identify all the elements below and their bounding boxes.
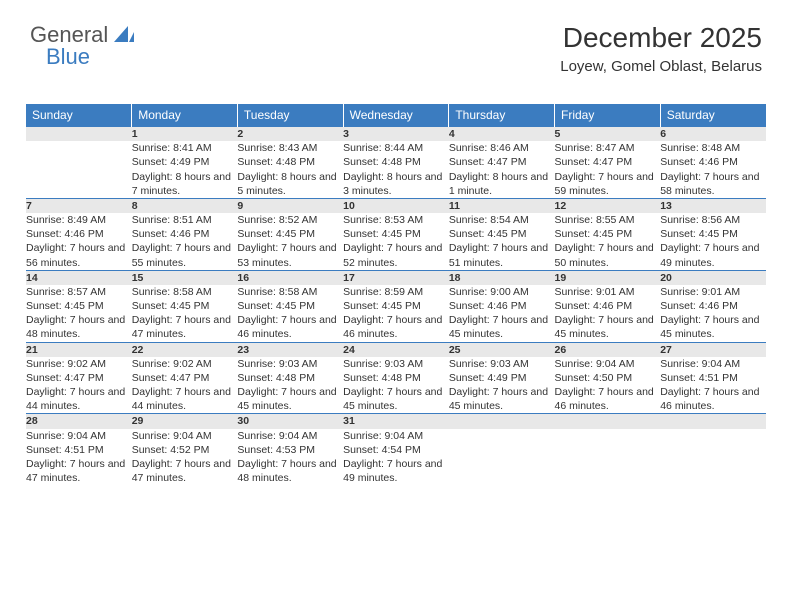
day-number: 7 [26, 198, 132, 213]
day-details: Sunrise: 8:55 AM Sunset: 4:45 PM Dayligh… [555, 213, 661, 270]
day-number: 25 [449, 342, 555, 357]
day-number: 5 [555, 127, 661, 142]
location-subtitle: Loyew, Gomel Oblast, Belarus [560, 58, 762, 75]
day-number: 1 [132, 127, 238, 142]
day-number: 12 [555, 198, 661, 213]
day-details: Sunrise: 9:04 AM Sunset: 4:51 PM Dayligh… [660, 357, 766, 414]
day-number [660, 414, 766, 429]
day-details: Sunrise: 8:47 AM Sunset: 4:47 PM Dayligh… [555, 141, 661, 198]
day-details: Sunrise: 8:53 AM Sunset: 4:45 PM Dayligh… [343, 213, 449, 270]
dayname-row: Sunday Monday Tuesday Wednesday Thursday… [26, 104, 766, 127]
day-number: 31 [343, 414, 449, 429]
day-number: 19 [555, 270, 661, 285]
day-number: 30 [237, 414, 343, 429]
day-number: 26 [555, 342, 661, 357]
day-details: Sunrise: 9:04 AM Sunset: 4:53 PM Dayligh… [237, 429, 343, 486]
day-details: Sunrise: 8:54 AM Sunset: 4:45 PM Dayligh… [449, 213, 555, 270]
day-number [26, 127, 132, 142]
detail-row: Sunrise: 9:04 AM Sunset: 4:51 PM Dayligh… [26, 429, 766, 486]
day-details: Sunrise: 8:58 AM Sunset: 4:45 PM Dayligh… [237, 285, 343, 342]
daynum-row: 78910111213 [26, 198, 766, 213]
dayname-monday: Monday [132, 104, 238, 127]
day-number: 15 [132, 270, 238, 285]
day-number: 8 [132, 198, 238, 213]
day-number: 16 [237, 270, 343, 285]
detail-row: Sunrise: 9:02 AM Sunset: 4:47 PM Dayligh… [26, 357, 766, 414]
day-number: 10 [343, 198, 449, 213]
day-details: Sunrise: 8:57 AM Sunset: 4:45 PM Dayligh… [26, 285, 132, 342]
day-details: Sunrise: 9:01 AM Sunset: 4:46 PM Dayligh… [660, 285, 766, 342]
day-number: 23 [237, 342, 343, 357]
day-details [555, 429, 661, 486]
day-number: 27 [660, 342, 766, 357]
month-title: December 2025 [560, 22, 762, 54]
day-details: Sunrise: 9:04 AM Sunset: 4:51 PM Dayligh… [26, 429, 132, 486]
day-details: Sunrise: 8:56 AM Sunset: 4:45 PM Dayligh… [660, 213, 766, 270]
day-number: 17 [343, 270, 449, 285]
day-number: 13 [660, 198, 766, 213]
day-details: Sunrise: 9:00 AM Sunset: 4:46 PM Dayligh… [449, 285, 555, 342]
day-number: 6 [660, 127, 766, 142]
day-details: Sunrise: 8:52 AM Sunset: 4:45 PM Dayligh… [237, 213, 343, 270]
day-details: Sunrise: 8:49 AM Sunset: 4:46 PM Dayligh… [26, 213, 132, 270]
dayname-saturday: Saturday [660, 104, 766, 127]
day-number: 2 [237, 127, 343, 142]
day-number: 14 [26, 270, 132, 285]
detail-row: Sunrise: 8:41 AM Sunset: 4:49 PM Dayligh… [26, 141, 766, 198]
dayname-wednesday: Wednesday [343, 104, 449, 127]
day-number: 29 [132, 414, 238, 429]
day-details [449, 429, 555, 486]
day-number [555, 414, 661, 429]
day-details: Sunrise: 8:41 AM Sunset: 4:49 PM Dayligh… [132, 141, 238, 198]
day-details: Sunrise: 8:46 AM Sunset: 4:47 PM Dayligh… [449, 141, 555, 198]
day-number: 24 [343, 342, 449, 357]
day-details: Sunrise: 8:59 AM Sunset: 4:45 PM Dayligh… [343, 285, 449, 342]
day-details: Sunrise: 9:02 AM Sunset: 4:47 PM Dayligh… [132, 357, 238, 414]
day-details: Sunrise: 8:43 AM Sunset: 4:48 PM Dayligh… [237, 141, 343, 198]
day-number: 21 [26, 342, 132, 357]
day-details: Sunrise: 8:48 AM Sunset: 4:46 PM Dayligh… [660, 141, 766, 198]
day-details: Sunrise: 9:03 AM Sunset: 4:48 PM Dayligh… [237, 357, 343, 414]
day-details: Sunrise: 8:58 AM Sunset: 4:45 PM Dayligh… [132, 285, 238, 342]
dayname-thursday: Thursday [449, 104, 555, 127]
day-details: Sunrise: 8:51 AM Sunset: 4:46 PM Dayligh… [132, 213, 238, 270]
day-number: 9 [237, 198, 343, 213]
day-number: 3 [343, 127, 449, 142]
day-number: 28 [26, 414, 132, 429]
daynum-row: 14151617181920 [26, 270, 766, 285]
dayname-tuesday: Tuesday [237, 104, 343, 127]
logo-text-blue: Blue [46, 44, 90, 69]
day-number: 22 [132, 342, 238, 357]
day-number [449, 414, 555, 429]
day-details: Sunrise: 9:04 AM Sunset: 4:52 PM Dayligh… [132, 429, 238, 486]
logo-sail-icon [114, 24, 134, 47]
day-details: Sunrise: 9:04 AM Sunset: 4:50 PM Dayligh… [555, 357, 661, 414]
detail-row: Sunrise: 8:49 AM Sunset: 4:46 PM Dayligh… [26, 213, 766, 270]
day-number: 11 [449, 198, 555, 213]
daynum-row: 21222324252627 [26, 342, 766, 357]
day-details: Sunrise: 9:02 AM Sunset: 4:47 PM Dayligh… [26, 357, 132, 414]
day-details: Sunrise: 9:03 AM Sunset: 4:49 PM Dayligh… [449, 357, 555, 414]
day-number: 4 [449, 127, 555, 142]
daynum-row: 28293031 [26, 414, 766, 429]
day-details [660, 429, 766, 486]
logo-text-blue-wrap: Blue [46, 44, 90, 70]
day-number: 20 [660, 270, 766, 285]
day-details: Sunrise: 9:04 AM Sunset: 4:54 PM Dayligh… [343, 429, 449, 486]
day-details: Sunrise: 9:01 AM Sunset: 4:46 PM Dayligh… [555, 285, 661, 342]
dayname-sunday: Sunday [26, 104, 132, 127]
day-details [26, 141, 132, 198]
daynum-row: 123456 [26, 127, 766, 142]
detail-row: Sunrise: 8:57 AM Sunset: 4:45 PM Dayligh… [26, 285, 766, 342]
calendar-table: Sunday Monday Tuesday Wednesday Thursday… [26, 104, 766, 485]
day-number: 18 [449, 270, 555, 285]
dayname-friday: Friday [555, 104, 661, 127]
header: December 2025 Loyew, Gomel Oblast, Belar… [560, 22, 762, 75]
day-details: Sunrise: 9:03 AM Sunset: 4:48 PM Dayligh… [343, 357, 449, 414]
calendar-body: 123456Sunrise: 8:41 AM Sunset: 4:49 PM D… [26, 127, 766, 486]
day-details: Sunrise: 8:44 AM Sunset: 4:48 PM Dayligh… [343, 141, 449, 198]
